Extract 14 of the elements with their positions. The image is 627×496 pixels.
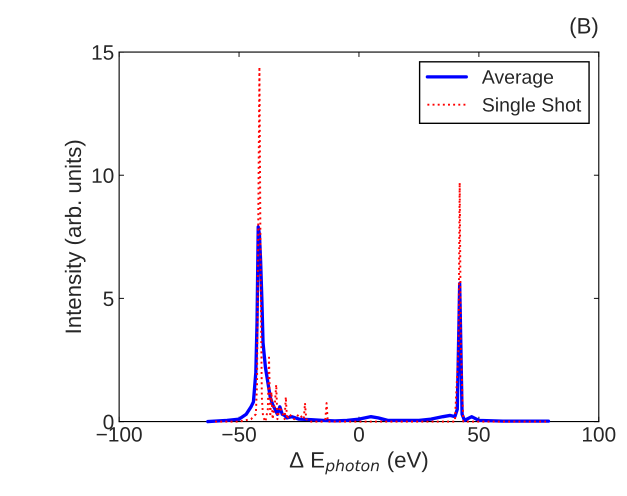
y-tick-label: 5 — [104, 292, 114, 306]
y-tick-label: 10 — [92, 168, 114, 184]
y-axis-title: Intensity (arb. units) — [64, 140, 86, 332]
y-tick-label: 15 — [92, 45, 114, 60]
legend-label: Average — [482, 70, 554, 88]
x-axis-title: Δ E$_{photon}$ (eV) — [290, 451, 428, 474]
y-tick-label: 0 — [103, 414, 114, 430]
chart-title: (B) — [570, 17, 598, 38]
x-tick-label: −50 — [222, 427, 256, 442]
x-tick-label: 50 — [468, 427, 490, 442]
x-tick-label: −100 — [96, 427, 142, 442]
x-tick-label: 100 — [582, 427, 616, 442]
legend-label: Single Shot — [482, 97, 582, 116]
x-tick-label: 0 — [354, 427, 364, 442]
